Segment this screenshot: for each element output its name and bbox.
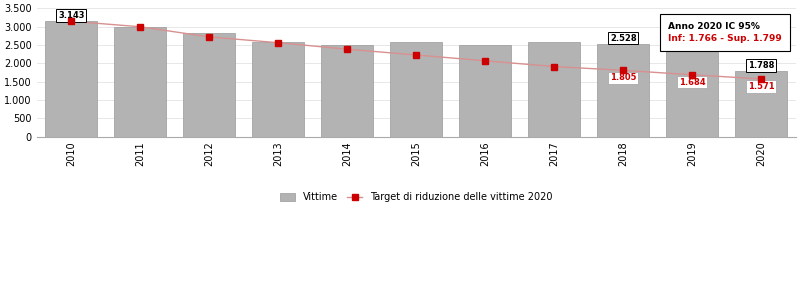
Bar [390, 42, 442, 137]
Bar [183, 33, 235, 137]
Bar [322, 45, 373, 137]
Bar [114, 27, 166, 137]
Text: 1.684: 1.684 [679, 78, 706, 87]
Bar [666, 48, 718, 137]
Text: 1.571: 1.571 [748, 82, 774, 91]
Bar [459, 45, 511, 137]
Text: 1.788: 1.788 [748, 61, 774, 70]
Text: Inf: 1.766 - Sup. 1.799: Inf: 1.766 - Sup. 1.799 [0, 286, 1, 287]
Bar [598, 44, 649, 137]
Text: 3.143: 3.143 [58, 11, 85, 20]
Text: 1.805: 1.805 [610, 73, 637, 82]
Text: Anno 2020 IC 95%: Anno 2020 IC 95% [0, 286, 1, 287]
Bar [735, 71, 787, 137]
Text: 2.427: 2.427 [679, 37, 706, 46]
Bar [46, 21, 97, 137]
Legend: Vittime, Target di riduzione delle vittime 2020: Vittime, Target di riduzione delle vitti… [276, 188, 556, 206]
Bar [529, 42, 580, 137]
Text: 2.528: 2.528 [610, 34, 637, 43]
Bar [253, 42, 304, 137]
